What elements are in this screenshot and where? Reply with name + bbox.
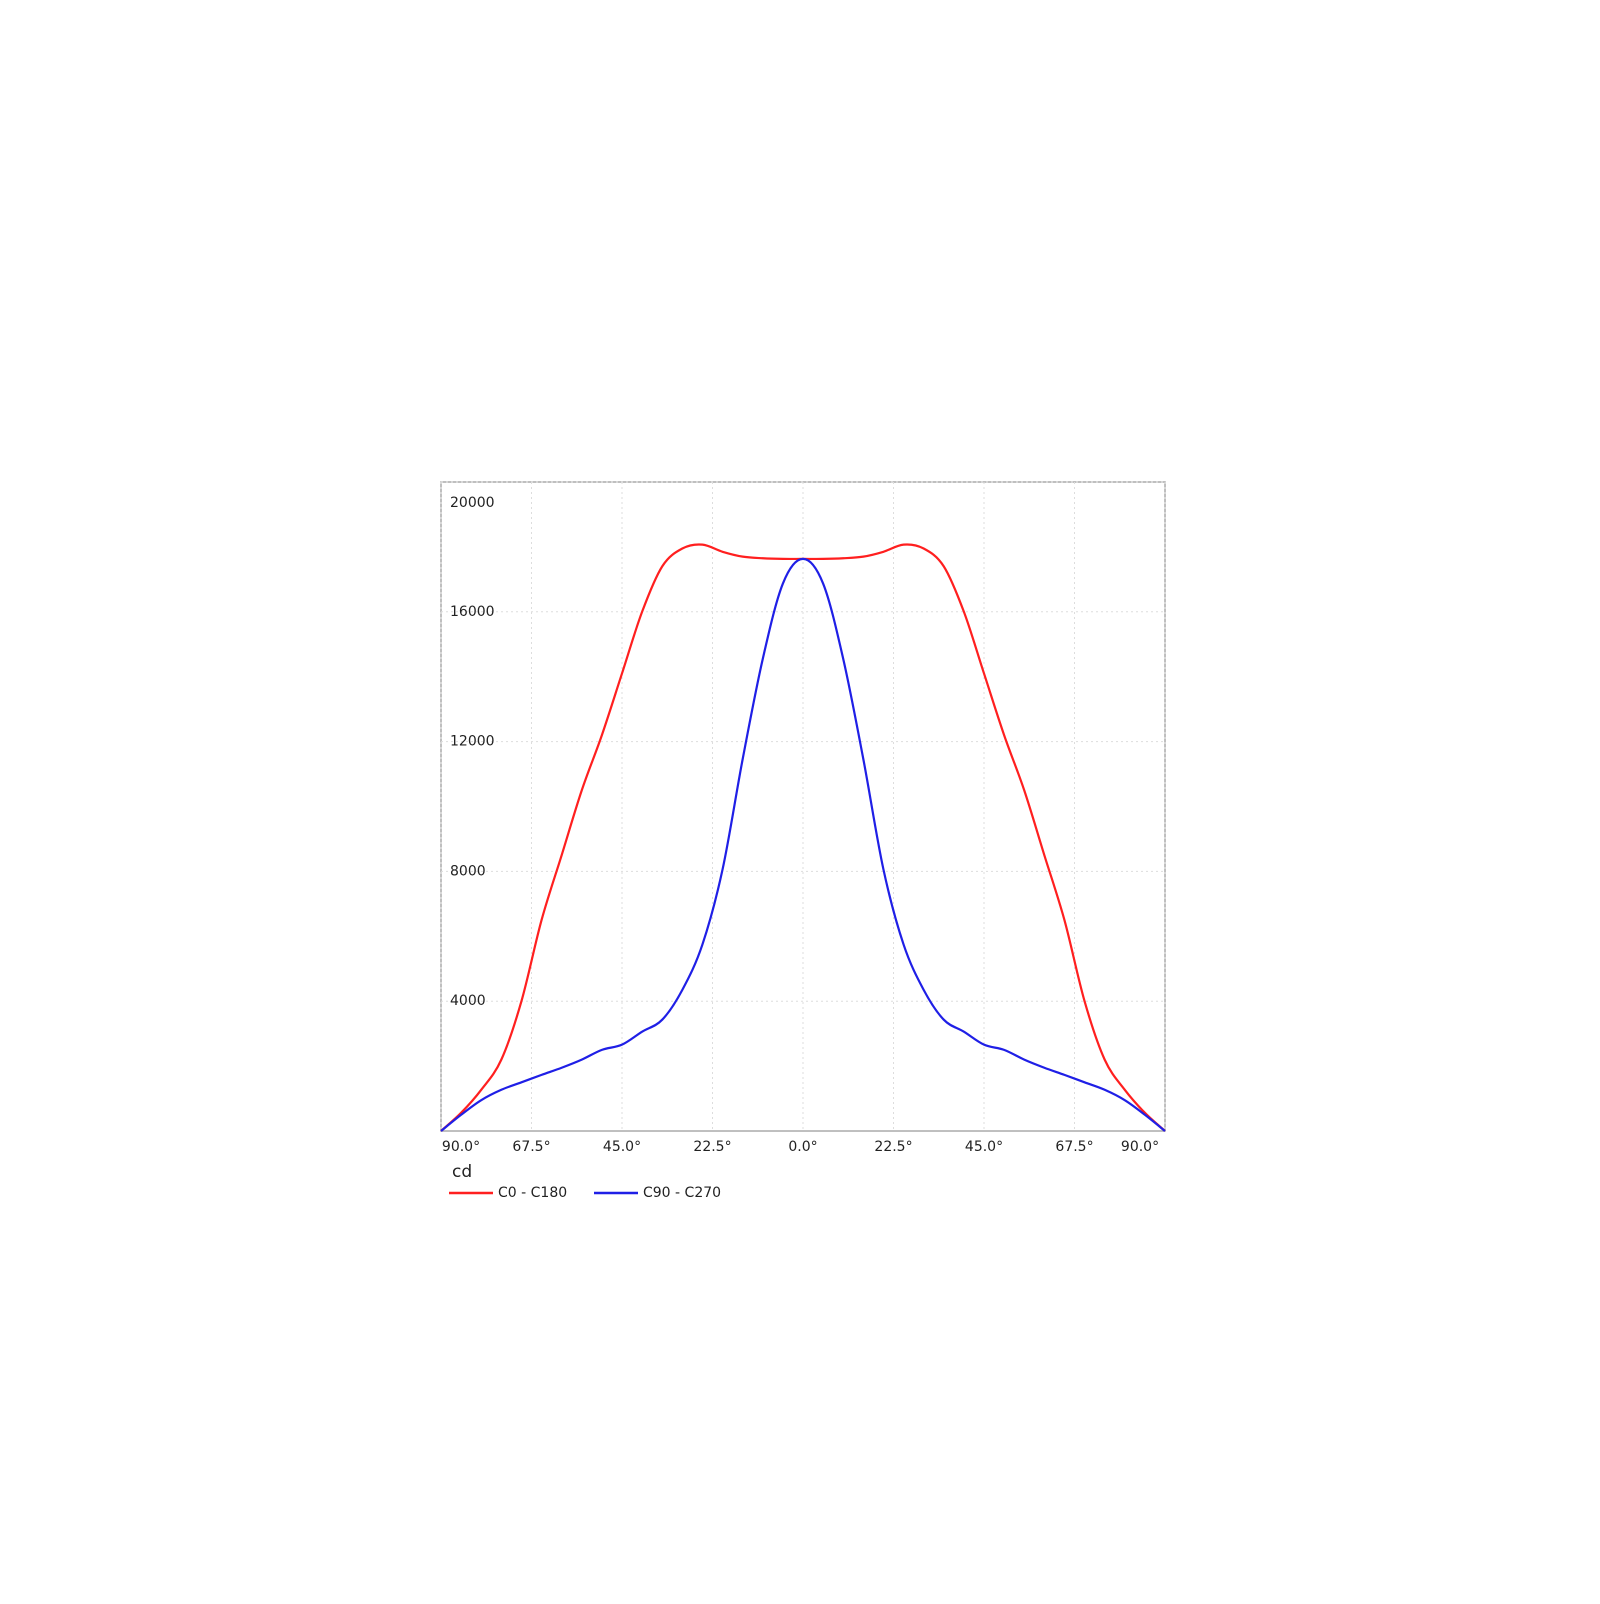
x-tick-label: 90.0° [442,1139,480,1155]
x-tick-label: 0.0° [788,1139,817,1155]
y-tick-label: 20000 [450,495,495,511]
legend-label: C90 - C270 [643,1185,721,1201]
x-tick-label: 45.0° [965,1139,1003,1155]
y-tick-label: 16000 [450,604,495,620]
legend-label: C0 - C180 [498,1185,567,1201]
y-tick-label: 8000 [450,863,486,879]
y-unit-label: cd [452,1162,472,1182]
x-tick-label: 90.0° [1121,1139,1159,1155]
y-tick-label: 4000 [450,993,486,1009]
x-tick-label: 67.5° [1055,1139,1093,1155]
x-tick-label: 67.5° [512,1139,550,1155]
x-tick-label: 22.5° [693,1139,731,1155]
y-tick-label: 12000 [450,734,495,750]
series-line [440,557,1166,1132]
x-tick-label: 22.5° [874,1139,912,1155]
x-tick-label: 45.0° [603,1139,641,1155]
